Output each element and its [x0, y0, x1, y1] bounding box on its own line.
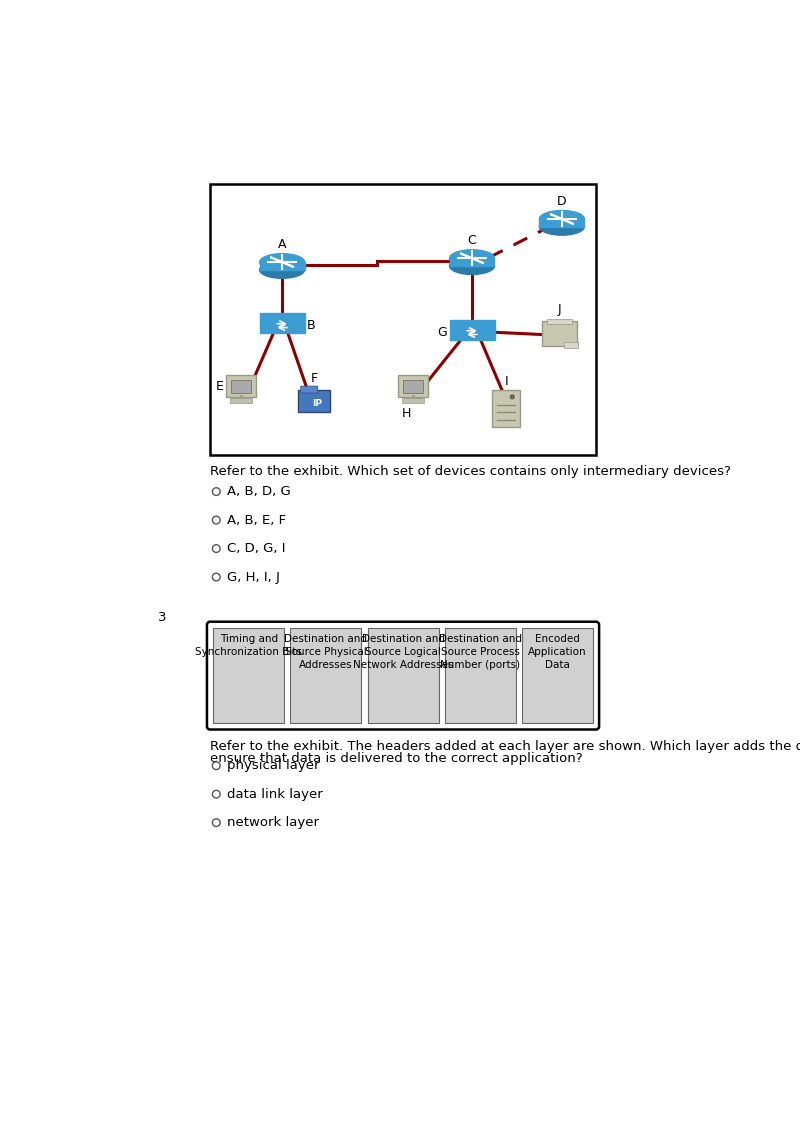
FancyBboxPatch shape	[298, 389, 330, 412]
Text: physical layer: physical layer	[227, 760, 320, 772]
Text: G, H, I, J: G, H, I, J	[227, 571, 280, 584]
Circle shape	[212, 544, 220, 552]
Text: Timing and
Synchronization Bits: Timing and Synchronization Bits	[195, 634, 302, 658]
FancyBboxPatch shape	[402, 398, 424, 403]
Circle shape	[212, 790, 220, 798]
Text: Refer to the exhibit. Which set of devices contains only intermediary devices?: Refer to the exhibit. Which set of devic…	[210, 465, 731, 479]
Ellipse shape	[539, 218, 584, 235]
Text: B: B	[307, 319, 315, 332]
FancyBboxPatch shape	[564, 342, 578, 349]
FancyBboxPatch shape	[231, 380, 251, 393]
FancyBboxPatch shape	[492, 389, 520, 427]
FancyBboxPatch shape	[213, 628, 284, 723]
FancyBboxPatch shape	[301, 386, 318, 393]
FancyBboxPatch shape	[210, 183, 596, 455]
FancyBboxPatch shape	[450, 320, 495, 340]
Circle shape	[510, 395, 514, 398]
Circle shape	[212, 573, 220, 581]
Text: Destination and
Source Logical
Network Addresses: Destination and Source Logical Network A…	[353, 634, 454, 670]
Text: I: I	[504, 375, 508, 387]
FancyBboxPatch shape	[260, 263, 305, 269]
Circle shape	[212, 516, 220, 524]
Ellipse shape	[539, 211, 584, 228]
Ellipse shape	[260, 261, 305, 278]
Text: IP: IP	[312, 398, 322, 408]
FancyBboxPatch shape	[403, 380, 423, 393]
Text: G: G	[438, 326, 447, 338]
Text: Destination and
Source Physical
Addresses: Destination and Source Physical Addresse…	[284, 634, 367, 670]
FancyBboxPatch shape	[207, 621, 599, 729]
Text: H: H	[402, 406, 411, 420]
Text: A: A	[278, 239, 286, 251]
Circle shape	[212, 818, 220, 826]
FancyBboxPatch shape	[445, 628, 516, 723]
Ellipse shape	[260, 254, 305, 271]
Text: Encoded
Application
Data: Encoded Application Data	[528, 634, 586, 670]
FancyBboxPatch shape	[522, 628, 593, 723]
Text: Refer to the exhibit. The headers added at each layer are shown. Which layer add: Refer to the exhibit. The headers added …	[210, 739, 800, 753]
FancyBboxPatch shape	[547, 319, 572, 324]
FancyBboxPatch shape	[230, 398, 252, 403]
FancyBboxPatch shape	[367, 628, 438, 723]
Text: E: E	[216, 380, 224, 393]
Text: ensure that data is delivered to the correct application?: ensure that data is delivered to the cor…	[210, 752, 582, 765]
Text: 3: 3	[158, 611, 166, 624]
Text: F: F	[310, 371, 318, 385]
Text: D: D	[557, 195, 566, 208]
Text: J: J	[558, 303, 562, 316]
FancyBboxPatch shape	[450, 258, 494, 266]
Text: A, B, D, G: A, B, D, G	[227, 486, 291, 498]
FancyBboxPatch shape	[542, 321, 578, 346]
Circle shape	[212, 488, 220, 496]
Text: Destination and
Source Process
Number (ports): Destination and Source Process Number (p…	[438, 634, 522, 670]
Text: data link layer: data link layer	[227, 788, 323, 800]
FancyBboxPatch shape	[398, 376, 428, 397]
FancyBboxPatch shape	[539, 218, 584, 226]
FancyBboxPatch shape	[260, 312, 306, 333]
Circle shape	[212, 762, 220, 770]
Text: network layer: network layer	[227, 816, 319, 829]
FancyBboxPatch shape	[226, 376, 256, 397]
Ellipse shape	[450, 257, 494, 274]
Ellipse shape	[450, 250, 494, 267]
Text: C, D, G, I: C, D, G, I	[227, 542, 286, 555]
Text: A, B, E, F: A, B, E, F	[227, 514, 286, 526]
FancyBboxPatch shape	[290, 628, 362, 723]
Text: C: C	[468, 234, 476, 248]
